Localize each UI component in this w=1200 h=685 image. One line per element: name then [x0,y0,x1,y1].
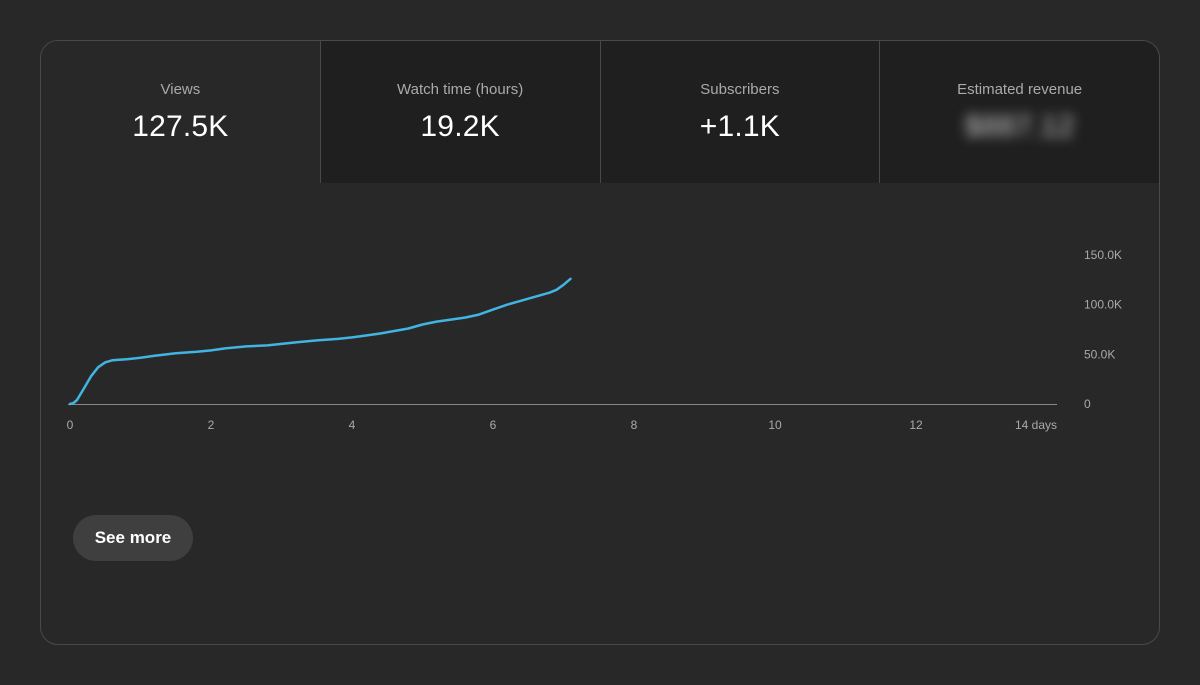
x-tick-label: 10 [768,418,782,432]
metric-tab-views[interactable]: Views 127.5K [41,41,320,183]
metric-label: Estimated revenue [957,81,1083,98]
metric-value: 127.5K [132,110,229,143]
metric-label: Watch time (hours) [397,81,524,98]
metric-tab-watch-time[interactable]: Watch time (hours) 19.2K [319,41,600,183]
y-tick-label: 50.0K [1084,347,1115,361]
metric-tab-subscribers[interactable]: Subscribers +1.1K [599,41,880,183]
metric-value: +1.1K [699,110,780,143]
x-tick-label: 2 [208,418,215,432]
x-tick-label: 0 [67,418,74,432]
metric-tab-estimated-revenue[interactable]: Estimated revenue $887.12 [879,41,1159,183]
metric-value-obscured: $887.12 [964,110,1075,143]
metric-label: Subscribers [700,81,780,98]
x-tick-label: 6 [490,418,497,432]
x-tick-label: 12 [909,418,923,432]
views-line-chart: 0 2 4 6 8 10 12 14 days 0 50.0K 100.0K 150.0K [67,248,1122,432]
y-tick-label: 150.0K [1084,248,1122,262]
y-tick-label: 0 [1084,397,1091,411]
x-tick-label: 14 days [1015,418,1057,432]
analytics-card: Views 127.5K Watch time (hours) 19.2K Su… [40,40,1160,645]
x-tick-label: 8 [631,418,638,432]
metric-value: 19.2K [420,110,500,143]
metric-tabs: Views 127.5K Watch time (hours) 19.2K Su… [41,41,1159,183]
views-series-line [68,277,572,406]
y-tick-label: 100.0K [1084,298,1122,312]
metric-label: Views [160,81,201,98]
see-more-button[interactable]: See more [73,515,193,561]
x-tick-label: 4 [349,418,356,432]
